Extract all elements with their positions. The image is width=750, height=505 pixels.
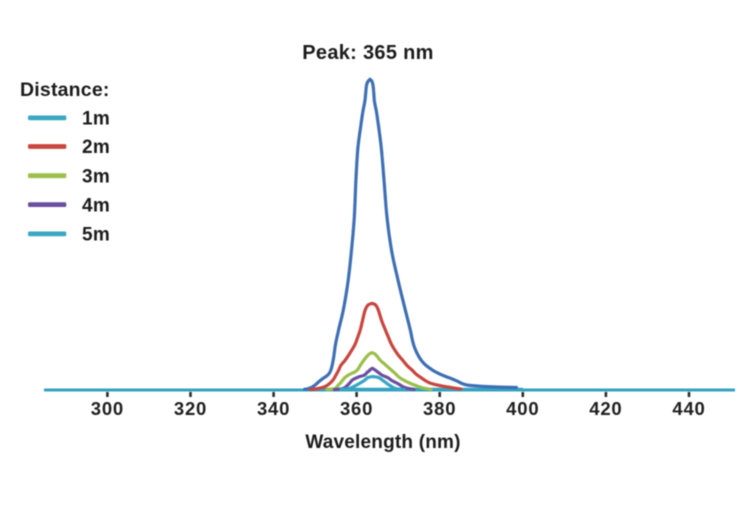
svg-text:380: 380 (423, 398, 456, 419)
svg-text:360: 360 (340, 398, 373, 419)
svg-text:420: 420 (589, 398, 622, 419)
svg-text:4m: 4m (82, 195, 110, 216)
svg-text:5m: 5m (82, 225, 110, 246)
svg-text:300: 300 (91, 398, 124, 419)
svg-text:320: 320 (174, 398, 207, 419)
svg-text:2m: 2m (82, 137, 110, 158)
svg-text:Distance:: Distance: (20, 79, 110, 101)
svg-text:400: 400 (506, 398, 539, 419)
svg-text:1m: 1m (82, 109, 110, 130)
svg-text:3m: 3m (82, 166, 110, 187)
svg-text:340: 340 (257, 398, 290, 419)
svg-text:Wavelength (nm): Wavelength (nm) (305, 432, 460, 453)
svg-text:Peak: 365 nm: Peak: 365 nm (302, 42, 433, 64)
svg-text:440: 440 (672, 398, 705, 419)
